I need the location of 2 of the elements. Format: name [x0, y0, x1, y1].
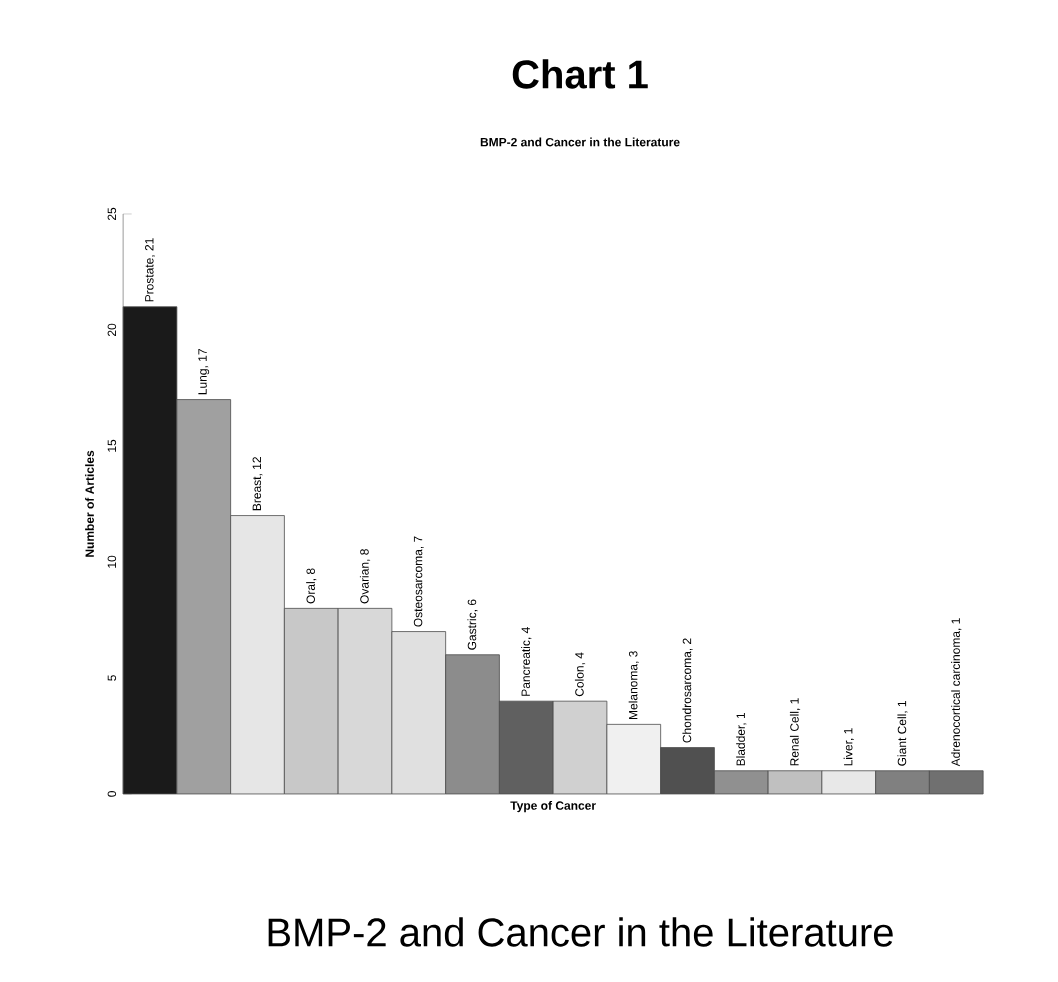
chart-title: Chart 1 [512, 59, 648, 89]
text: BMP-2 and Cancer in the Literature [268, 917, 893, 947]
